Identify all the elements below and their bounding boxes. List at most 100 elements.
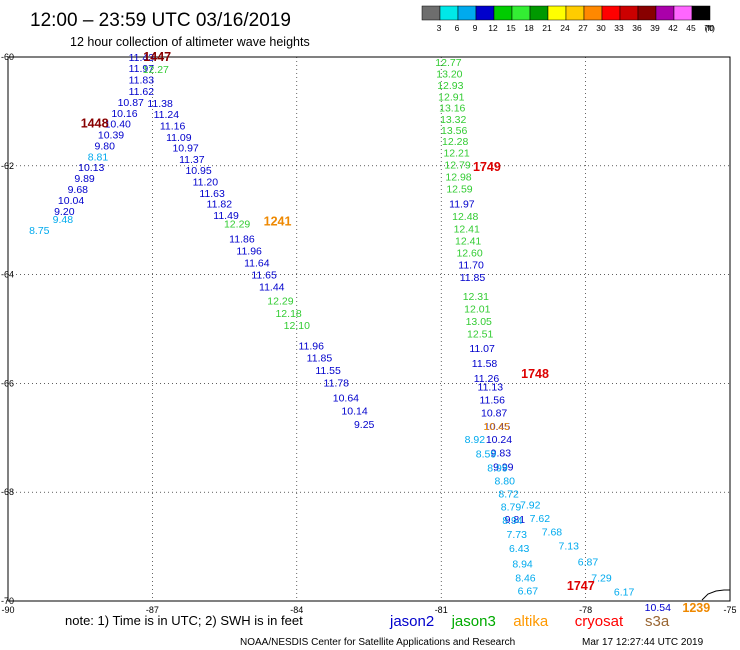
plot-area: -90 -87 -84 -81 -78 -75 -60 -62 -64 -66 -68 -70 11.… — [1, 50, 737, 615]
swh-value: 12.29 — [224, 218, 250, 230]
colorbar-swatch — [421, 5, 441, 21]
swh-value: 8.72 — [498, 489, 519, 501]
swh-value: 12.98 — [445, 171, 471, 183]
colorbar-label: 9 — [473, 23, 478, 33]
swh-value: 10.87 — [481, 408, 507, 420]
swh-value: 13.16 — [439, 102, 465, 114]
colorbar-label: 45 — [686, 23, 696, 33]
colorbar-swatch — [547, 5, 567, 21]
swh-value: 10.45 — [483, 421, 509, 433]
chart-subtitle: 12 hour collection of altimeter wave hei… — [70, 35, 310, 49]
colorbar-label: 6 — [455, 23, 460, 33]
swh-value: 13.56 — [441, 125, 467, 137]
swh-value: 10.97 — [172, 143, 198, 155]
swh-value: 12.31 — [463, 291, 489, 303]
swh-value: 11.20 — [193, 176, 219, 188]
swh-value: 8.59 — [476, 448, 497, 460]
legend-cryosat: cryosat — [575, 613, 624, 630]
swh-value: 7.92 — [520, 500, 541, 512]
colorbar-swatch — [511, 5, 531, 21]
chart-title: 12:00 – 23:59 UTC 03/16/2019 — [30, 10, 291, 31]
swh-value: 10.45 — [484, 421, 510, 433]
swh-value: 7.68 — [542, 527, 563, 539]
swh-value: 11.49 — [213, 210, 239, 222]
x-tick-label: -81 — [435, 605, 448, 615]
swh-value: 12.18 — [275, 308, 301, 320]
colorbar-swatch — [475, 5, 495, 21]
colorbar-swatch — [637, 5, 657, 21]
swh-value: 8.80 — [495, 476, 516, 488]
note-text: note: 1) Time is in UTC; 2) SWH is in fe… — [65, 613, 303, 628]
swh-value: 9.80 — [95, 140, 116, 152]
swh-value: 13.20 — [436, 69, 462, 81]
time-label: 1239 — [682, 601, 710, 615]
swh-value: 11.09 — [166, 132, 192, 144]
swh-value: 11.38 — [147, 98, 173, 110]
swh-value: 11.58 — [472, 358, 498, 370]
credit-right: Mar 17 12:27:44 UTC 2019 — [582, 637, 704, 648]
colorbar-swatch — [439, 5, 459, 21]
colorbar: 3 6 9 12 15 18 21 24 27 30 33 36 39 42 45 70(ft) — [421, 5, 716, 33]
swh-value: 10.39 — [98, 130, 124, 142]
colorbar-label: 18 — [524, 23, 534, 33]
swh-value: 10.40 — [105, 119, 131, 131]
plot-border — [7, 56, 731, 602]
swh-value: 10.14 — [341, 405, 367, 417]
y-tick-label: -64 — [1, 270, 14, 280]
swh-value: 11.44 — [259, 281, 285, 293]
swh-value: 12.41 — [455, 236, 481, 248]
y-tick-label: -62 — [1, 161, 14, 171]
coastline — [701, 589, 730, 601]
colorbar-swatch — [529, 5, 549, 21]
colorbar-label: 39 — [650, 23, 660, 33]
swh-value: 10.87 — [118, 97, 144, 109]
swh-value: 10.04 — [58, 195, 84, 207]
colorbar-label: 36 — [632, 23, 642, 33]
swh-value: 11.55 — [315, 365, 341, 377]
swh-value: 9.48 — [53, 214, 74, 226]
legend: jason2 jason3 altika cryosat s3a — [389, 613, 670, 630]
swh-value: 11.97 — [449, 199, 475, 211]
colorbar-swatch — [601, 5, 621, 21]
swh-value: 12.51 — [467, 329, 493, 341]
swh-value: 8.92 — [465, 434, 486, 446]
colorbar-label: 27 — [578, 23, 588, 33]
swh-value: 12.91 — [438, 92, 464, 104]
x-tick-label: -78 — [579, 605, 592, 615]
swh-value: 8.94 — [502, 515, 523, 527]
colorbar-label: 12 — [488, 23, 498, 33]
swh-value: 12.27 — [143, 64, 169, 76]
swh-value: 11.62 — [129, 86, 155, 98]
colorbar-unit: (ft) — [705, 23, 716, 33]
swh-value: 8.99 — [487, 463, 508, 475]
swh-value: 11.26 — [474, 373, 500, 385]
swh-value: 11.63 — [199, 188, 225, 200]
swh-value: 11.24 — [154, 109, 180, 121]
swh-value: 9.83 — [491, 447, 512, 459]
swh-value: 11.43 — [129, 52, 155, 64]
colorbar-label: 21 — [542, 23, 552, 33]
colorbar-label: 70 — [704, 23, 714, 33]
colorbar-swatch — [673, 5, 693, 21]
swh-value: 12.10 — [284, 320, 310, 332]
swh-value: 13.05 — [466, 316, 492, 328]
swh-value: 11.07 — [469, 343, 495, 355]
time-label: 1749 — [473, 160, 501, 174]
x-tick-label: -75 — [723, 605, 736, 615]
swh-value: 11.37 — [179, 154, 205, 166]
legend-jason3: jason3 — [451, 613, 496, 630]
x-tick-label: -90 — [1, 605, 14, 615]
y-tick-label: -68 — [1, 487, 14, 497]
swh-value: 11.64 — [244, 257, 270, 269]
swh-value: 11.97 — [129, 63, 155, 75]
y-tick-label: -60 — [1, 52, 14, 62]
swh-value: 11.82 — [207, 199, 233, 211]
swh-value: 8.75 — [29, 225, 50, 237]
gridlines — [8, 57, 730, 601]
swh-value: 10.24 — [486, 434, 512, 446]
colorbar-swatch — [565, 5, 585, 21]
swh-value: 8.94 — [512, 558, 533, 570]
swh-value: 11.96 — [236, 245, 262, 257]
swh-value: 9.81 — [505, 514, 526, 526]
